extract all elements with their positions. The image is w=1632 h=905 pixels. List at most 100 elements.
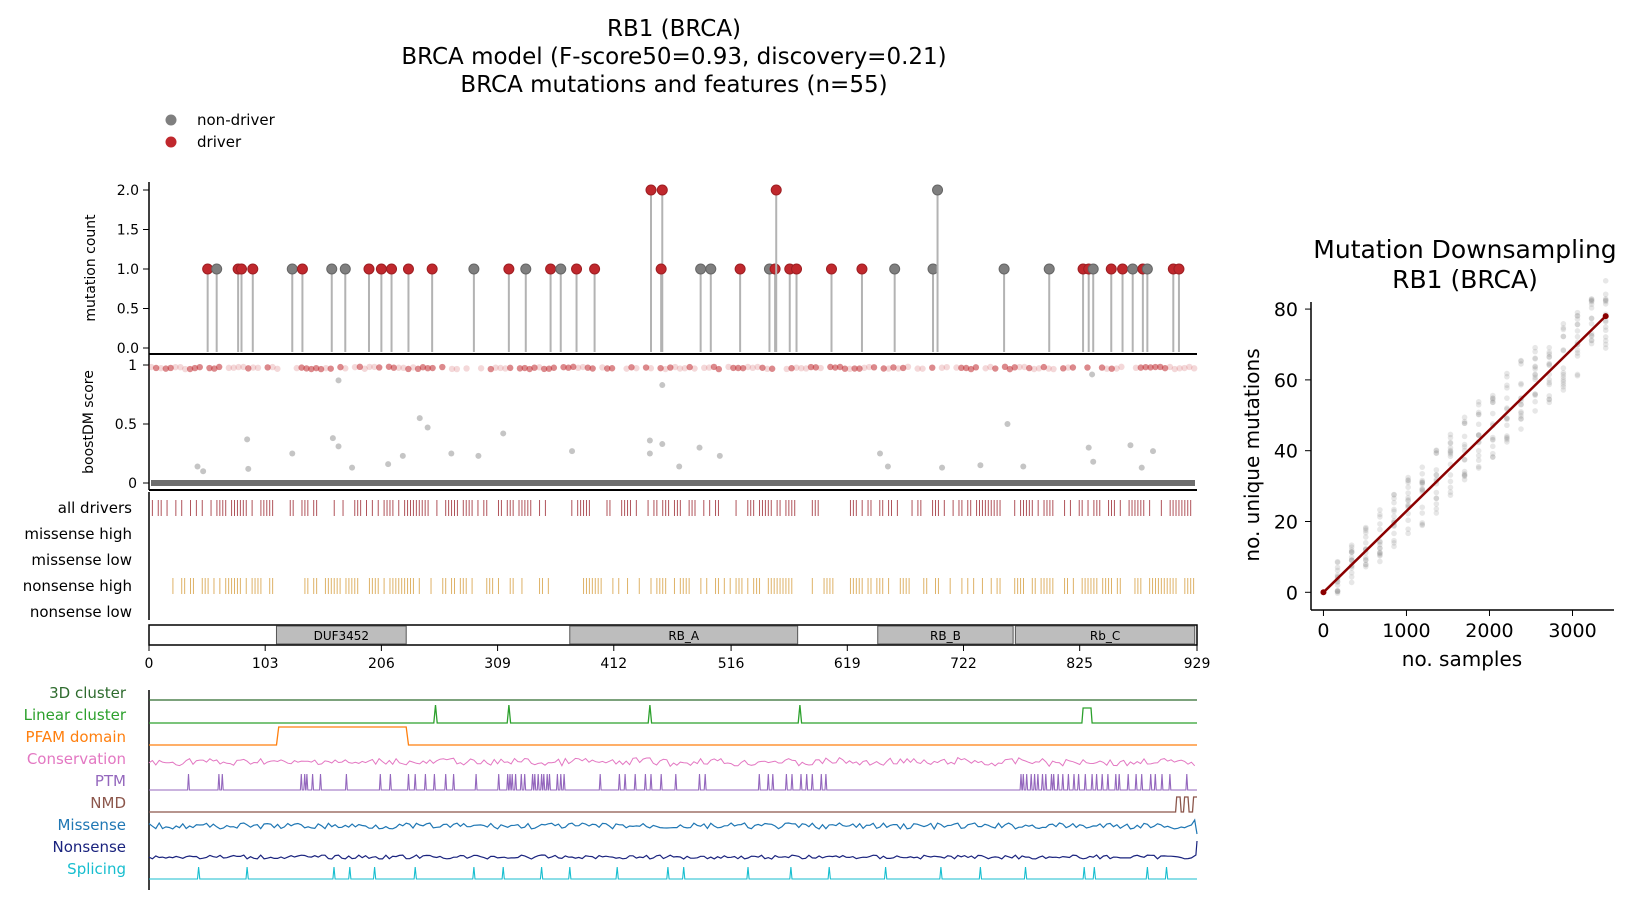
downsampling-ytick-label: 20 xyxy=(1274,511,1298,533)
downsampling-point xyxy=(1518,401,1524,408)
downsampling-xlabel: no. samples xyxy=(1402,647,1522,671)
boostdm-point xyxy=(215,363,223,371)
boostdm-point xyxy=(681,365,689,372)
boostdm-point xyxy=(574,364,582,372)
downsampling-point xyxy=(1490,450,1496,457)
downsampling-point xyxy=(1348,557,1355,563)
downsampling-point xyxy=(1518,416,1524,422)
boostdm-point xyxy=(329,435,336,442)
downsampling-point xyxy=(1405,526,1411,532)
downsampling-point xyxy=(1362,529,1369,536)
feature-row-label: all drivers xyxy=(58,499,132,517)
protein-xtick-label: 722 xyxy=(950,656,977,672)
downsampling-point xyxy=(1461,472,1468,479)
downsampling-point xyxy=(1546,362,1553,369)
boostdm-point xyxy=(390,364,397,371)
boostdm-point xyxy=(962,364,970,372)
boostdm-point xyxy=(194,463,201,470)
downsampling-point xyxy=(1377,552,1383,558)
main-title-line2: BRCA model (F-score50=0.93, discovery=0.… xyxy=(401,44,946,70)
boostdm-point xyxy=(152,364,160,372)
domain-label: RB_A xyxy=(668,629,700,643)
downsampling-point xyxy=(1588,315,1595,322)
downsampling-point xyxy=(1504,385,1510,391)
downsampling-point xyxy=(1419,480,1426,486)
boostdm-point xyxy=(759,364,766,371)
boostdm-ylabel: boostDM score xyxy=(81,370,97,474)
boostdm-point xyxy=(269,363,276,371)
downsampling-point xyxy=(1602,301,1609,307)
downsampling-point xyxy=(1602,297,1609,303)
downsampling-point xyxy=(1588,301,1595,308)
downsampling-point xyxy=(1490,454,1496,460)
downsampling-point xyxy=(1433,471,1440,478)
boostdm-point xyxy=(366,363,373,371)
downsampling-point xyxy=(1490,454,1496,460)
protein-xtick-label: 825 xyxy=(1066,656,1093,672)
lollipop-ytick-label: 0.0 xyxy=(117,341,139,357)
domain-block xyxy=(569,625,799,645)
downsampling-point xyxy=(1546,381,1553,388)
boostdm-point xyxy=(289,450,296,457)
downsampling-point xyxy=(1377,526,1383,533)
downsampling-point xyxy=(1546,393,1553,399)
boostdm-point xyxy=(768,365,776,372)
downsampling-point xyxy=(1532,364,1538,370)
lollipop-head xyxy=(791,263,803,275)
downsampling-point xyxy=(1419,521,1426,528)
lollipop-ytick-label: 2.0 xyxy=(117,183,139,199)
feature-row-label: nonsense high xyxy=(23,577,132,595)
downsampling-point xyxy=(1433,472,1440,479)
downsampling-point xyxy=(1405,530,1411,537)
boostdm-point xyxy=(817,364,824,372)
boostdm-point xyxy=(361,365,368,372)
downsampling-start-point xyxy=(1320,589,1327,596)
boostdm-point xyxy=(705,364,713,371)
boostdm-point xyxy=(1138,464,1145,471)
boostdm-point xyxy=(710,363,718,371)
downsampling-point xyxy=(1433,495,1440,502)
boostdm-point xyxy=(196,363,203,371)
boostdm-point xyxy=(1006,365,1014,373)
downsampling-point xyxy=(1504,382,1510,389)
boostdm-point xyxy=(686,363,693,371)
protein-xtick-label: 103 xyxy=(252,656,279,672)
downsampling-point xyxy=(1518,361,1524,367)
boostdm-point xyxy=(895,365,902,372)
boostdm-point xyxy=(676,463,683,470)
downsampling-point xyxy=(1504,435,1510,442)
downsampling-point xyxy=(1560,365,1567,371)
downsampling-point xyxy=(1447,489,1454,495)
boostdm-point xyxy=(351,363,359,371)
domain-panel: DUF3452 RB_A RB_B Rb_C 0 103 206 309 412 516 619 7… xyxy=(145,624,1210,672)
downsampling-xtick-label: 0 xyxy=(1317,620,1329,642)
boostdm-point xyxy=(1020,463,1027,470)
domain-block xyxy=(1014,625,1196,645)
lollipop-head xyxy=(1141,263,1153,275)
feature-row-label: nonsense low xyxy=(30,603,132,621)
downsampling-point xyxy=(1574,312,1581,319)
boostdm-point xyxy=(416,415,423,422)
downsampling-point xyxy=(1447,492,1454,498)
boostdm-point xyxy=(877,450,884,457)
lollipop-head xyxy=(1173,263,1185,275)
downsampling-point xyxy=(1532,371,1538,378)
lollipop-head xyxy=(656,184,668,196)
downsampling-point xyxy=(1588,298,1595,305)
boostdm-point xyxy=(1171,365,1178,373)
boostdm-point xyxy=(646,437,653,444)
lollipop-head xyxy=(247,263,259,275)
boostdm-point xyxy=(783,365,790,373)
boostdm-point xyxy=(992,365,999,372)
boostdm-point xyxy=(667,364,674,371)
downsampling-point xyxy=(1447,451,1454,457)
boostdm-point xyxy=(958,364,965,372)
lollipop-head xyxy=(589,263,601,275)
boostdm-point xyxy=(200,468,207,475)
downsampling-point xyxy=(1546,361,1553,368)
boostdm-point xyxy=(1166,363,1174,371)
boostdm-point xyxy=(836,363,844,371)
downsampling-point xyxy=(1560,333,1567,340)
downsampling-ylabel: no. unique mutations xyxy=(1240,348,1264,561)
downsampling-point xyxy=(1475,465,1482,471)
